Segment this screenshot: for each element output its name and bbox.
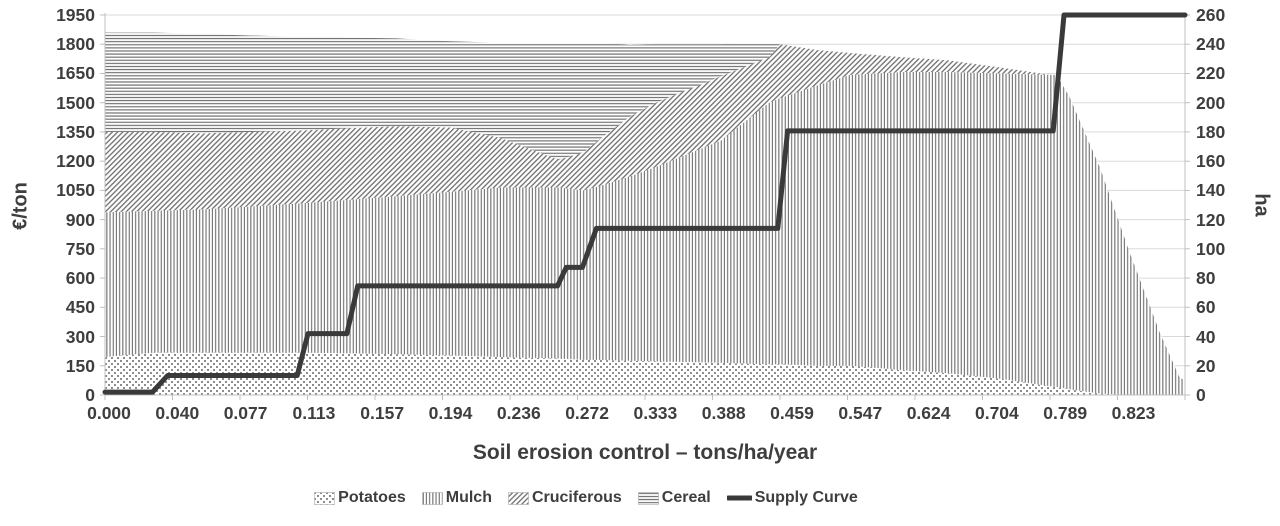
x-tick-label: 0.194 bbox=[428, 403, 473, 423]
legend-swatch-dlines bbox=[508, 491, 529, 505]
y-right-tick-label: 220 bbox=[1196, 63, 1226, 84]
x-tick-label: 0.077 bbox=[223, 403, 268, 423]
y-left-tick-label: 150 bbox=[65, 355, 95, 376]
x-tick-label: 0.157 bbox=[360, 403, 405, 423]
y-left-tick-label: 1950 bbox=[56, 5, 95, 25]
y-right-tick-label: 160 bbox=[1196, 151, 1226, 172]
y-right-tick-label: 80 bbox=[1196, 268, 1216, 289]
y-axis-left-title: €/ton bbox=[9, 182, 32, 230]
y-left-tick-label: 750 bbox=[65, 238, 95, 259]
chart-legend: Potatoes Mulch Cruciferous Cereal Supply Cur… bbox=[0, 489, 1172, 507]
x-axis-title: Soil erosion control – tons/ha/year bbox=[472, 441, 818, 464]
x-tick-label: 0.000 bbox=[87, 403, 131, 423]
legend-item-mulch: Mulch bbox=[421, 489, 492, 507]
legend-item-cereal: Cereal bbox=[637, 489, 711, 507]
x-tick-label: 0.113 bbox=[292, 403, 336, 423]
x-tick-label: 0.704 bbox=[974, 403, 1019, 423]
x-tick-label: 0.547 bbox=[838, 403, 883, 423]
x-tick-label: 0.236 bbox=[496, 403, 541, 423]
y-right-tick-label: 40 bbox=[1196, 326, 1216, 347]
y-left-tick-label: 300 bbox=[65, 326, 95, 347]
legend-label: Supply Curve bbox=[754, 489, 858, 506]
y-left-tick-label: 1200 bbox=[56, 151, 95, 172]
area-mulch bbox=[105, 72, 1185, 395]
legend-swatch-vlines bbox=[421, 491, 443, 505]
legend-swatch-dots bbox=[314, 491, 335, 505]
x-tick-label: 0.040 bbox=[155, 403, 200, 423]
y-left-tick-label: 450 bbox=[65, 297, 95, 318]
x-tick-label: 0.624 bbox=[906, 403, 951, 423]
y-right-tick-label: 200 bbox=[1196, 92, 1226, 113]
y-axis-right-title: ha bbox=[1250, 193, 1273, 217]
y-left-tick-label: 1050 bbox=[56, 180, 95, 201]
y-left-tick-label: 1650 bbox=[56, 63, 95, 84]
legend-label: Mulch bbox=[445, 489, 492, 506]
area-potatoes bbox=[105, 352, 1185, 395]
y-left-tick-label: 1800 bbox=[56, 34, 95, 55]
legend-swatch-line bbox=[726, 495, 752, 501]
legend-item-potatoes: Potatoes bbox=[314, 489, 406, 507]
y-left-tick-label: 1350 bbox=[56, 121, 95, 142]
y-right-tick-label: 20 bbox=[1196, 355, 1216, 376]
x-tick-label: 0.272 bbox=[565, 403, 609, 423]
y-right-tick-label: 180 bbox=[1196, 121, 1226, 142]
x-tick-label: 0.388 bbox=[701, 403, 746, 423]
x-tick-label: 0.459 bbox=[770, 403, 814, 423]
legend-item-supply-curve: Supply Curve bbox=[726, 489, 858, 507]
legend-swatch-hlines bbox=[637, 491, 659, 505]
y-right-tick-label: 240 bbox=[1196, 34, 1226, 55]
legend-label: Cruciferous bbox=[531, 489, 622, 506]
y-left-tick-label: 0 bbox=[85, 385, 95, 405]
x-tick-label: 0.333 bbox=[633, 403, 678, 423]
y-right-tick-label: 100 bbox=[1196, 238, 1226, 259]
y-right-tick-label: 120 bbox=[1196, 209, 1226, 230]
area-cereal bbox=[105, 32, 1185, 381]
y-right-tick-label: 60 bbox=[1196, 297, 1216, 318]
y-left-tick-label: 1500 bbox=[56, 92, 95, 113]
y-left-tick-label: 600 bbox=[65, 268, 95, 289]
y-right-tick-label: 260 bbox=[1196, 5, 1226, 25]
area-cruciferous bbox=[105, 44, 1185, 381]
supply-curve-line bbox=[102, 12, 1188, 395]
x-tick-label: 0.823 bbox=[1111, 403, 1156, 423]
legend-label: Cereal bbox=[661, 489, 711, 506]
y-left-tick-label: 900 bbox=[65, 209, 95, 230]
x-tick-label: 0.789 bbox=[1043, 403, 1088, 423]
y-right-tick-label: 0 bbox=[1196, 385, 1206, 405]
legend-label: Potatoes bbox=[338, 489, 406, 506]
legend-item-cruciferous: Cruciferous bbox=[508, 489, 622, 507]
y-right-tick-label: 140 bbox=[1196, 180, 1226, 201]
